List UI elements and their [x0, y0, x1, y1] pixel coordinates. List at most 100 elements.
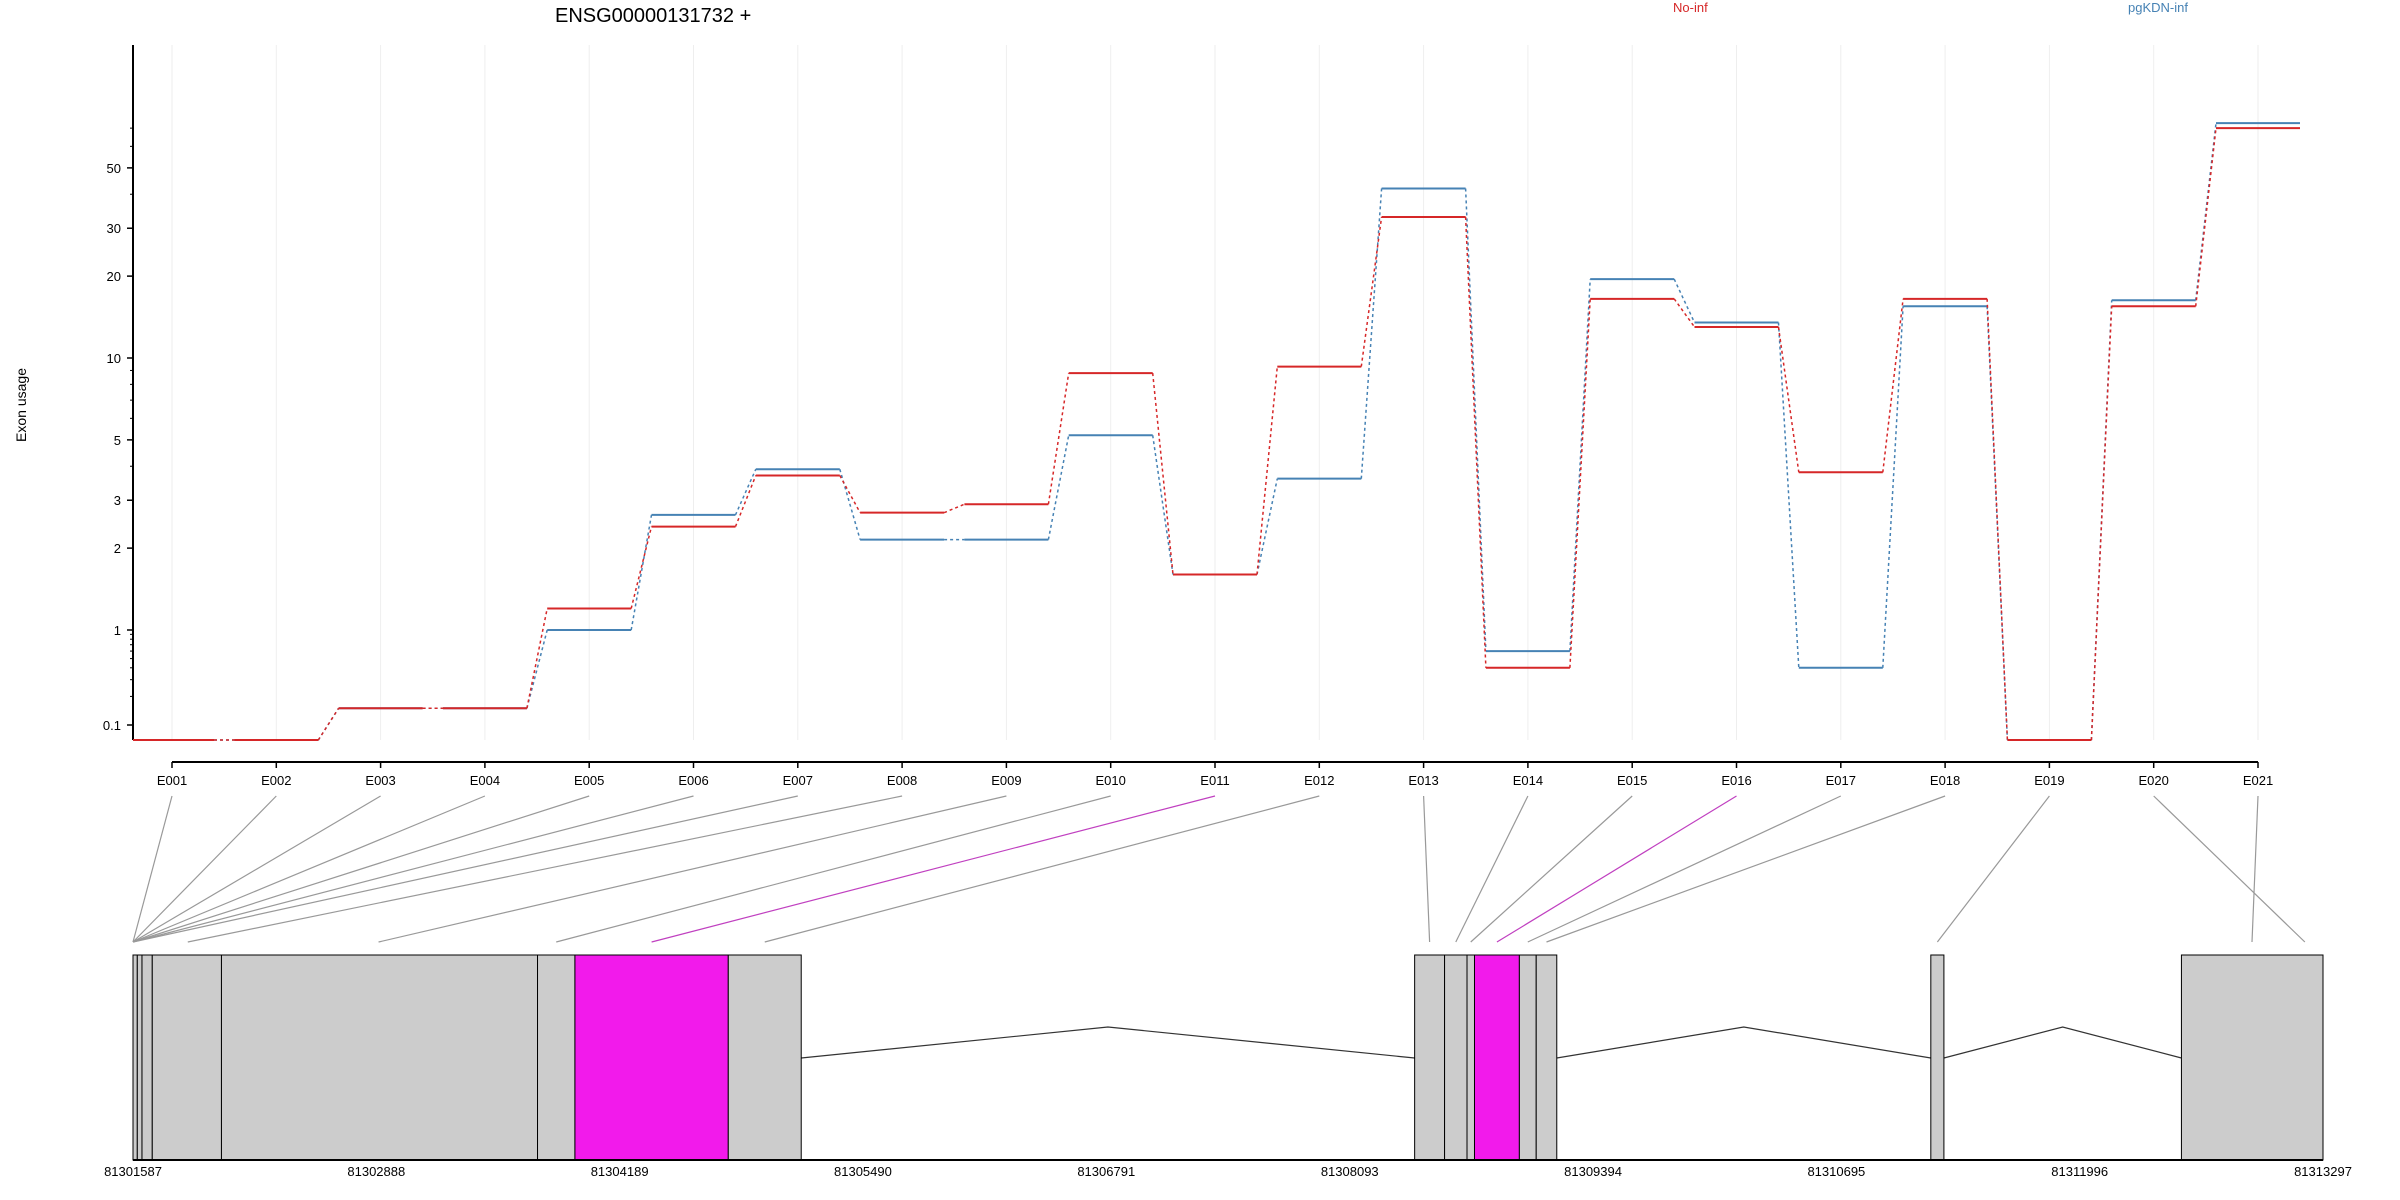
- y-axis-label: Exon usage: [13, 368, 29, 442]
- legend-entry-no-inf: No-inf: [1673, 0, 1708, 15]
- exon-connector-e010: [556, 795, 1111, 943]
- x-tick-label-e021: E021: [2243, 773, 2273, 788]
- coordinate-label: 81311996: [2051, 1164, 2108, 1179]
- coordinate-label: 81302888: [347, 1164, 405, 1179]
- exon-block: [1414, 954, 1446, 1161]
- series-connector: [1047, 435, 1070, 540]
- coordinate-label: 81305490: [834, 1164, 892, 1179]
- x-tick-label-e017: E017: [1826, 773, 1856, 788]
- exon-block: [132, 954, 138, 1161]
- exon-block: [141, 954, 153, 1161]
- y-tick-label: 2: [114, 541, 121, 556]
- exon-block: [2180, 954, 2324, 1161]
- series-connector: [1569, 279, 1591, 652]
- intron: [1556, 1026, 1931, 1059]
- coordinate-label: 81301587: [104, 1164, 162, 1179]
- series-pgkdn-inf: [133, 122, 2300, 742]
- exon-block: [136, 954, 143, 1161]
- series-no-inf: [133, 127, 2300, 742]
- x-tick-label-e008: E008: [887, 773, 917, 788]
- x-tick-label-e018: E018: [1930, 773, 1960, 788]
- intron: [801, 1026, 1415, 1059]
- exon-block: [220, 954, 539, 1161]
- x-tick-label-e004: E004: [470, 773, 500, 788]
- coordinate-label: 81309394: [1564, 1164, 1622, 1179]
- x-tick-label-e013: E013: [1408, 773, 1438, 788]
- y-tick-label: 3: [114, 493, 121, 508]
- x-tick-label-e015: E015: [1617, 773, 1647, 788]
- series-connector: [526, 608, 548, 709]
- exon-connector-e007: [132, 795, 798, 943]
- gene-model: 81301587 81302888 81304189 81305490 81306791…: [104, 795, 2352, 1179]
- series-connector: [839, 475, 861, 514]
- x-tick-label-e002: E002: [261, 773, 291, 788]
- exon-block: [727, 954, 802, 1161]
- exon-connector-e012: [764, 795, 1320, 943]
- intron: [1943, 1026, 2182, 1059]
- exon-connector-e002: [132, 795, 277, 943]
- series-connector: [839, 469, 861, 540]
- series-connector: [1047, 372, 1070, 505]
- series-connector: [1151, 435, 1174, 575]
- exon-connector-e001: [132, 795, 173, 943]
- exon-connector-e013: [1423, 795, 1431, 943]
- coordinate-label: 81313297: [2294, 1164, 2352, 1179]
- chart-title: ENSG00000131732 +: [555, 5, 751, 27]
- series-connector: [1256, 366, 1279, 575]
- series-connector: [1360, 216, 1383, 367]
- series-connector: [1464, 216, 1487, 668]
- series-connector: [943, 503, 965, 514]
- y-tick-label: 20: [107, 269, 121, 284]
- exon-connector-e006: [132, 795, 694, 943]
- series-connector: [630, 514, 653, 631]
- series-connector: [2194, 128, 2217, 307]
- exon-connector-e014: [1455, 795, 1529, 943]
- x-tick-label-e014: E014: [1513, 773, 1543, 788]
- y-tick-label: 50: [107, 161, 121, 176]
- exon-connector-e019: [1936, 795, 2050, 943]
- x-tick-label-e020: E020: [2139, 773, 2169, 788]
- series-connector: [1360, 188, 1383, 479]
- exon-connector-e021: [2251, 795, 2259, 943]
- legend-entry-pgkdn-inf: pgKDN-inf: [2128, 0, 2188, 15]
- series-connector: [1882, 298, 1904, 473]
- x-tick-label-e001: E001: [157, 773, 187, 788]
- exon-connector-e015: [1470, 795, 1633, 943]
- x-tick-label-e016: E016: [1721, 773, 1751, 788]
- x-tick-label-e006: E006: [678, 773, 708, 788]
- series-connector: [630, 526, 653, 609]
- exon-block: [1466, 954, 1475, 1161]
- x-tick-label-e019: E019: [2034, 773, 2064, 788]
- series-connector: [2090, 306, 2113, 741]
- exon-block: [537, 954, 576, 1161]
- exon-block: [1518, 954, 1537, 1161]
- exon-connector-e004: [132, 795, 486, 943]
- exon-block: [1444, 954, 1468, 1161]
- exon-block: [1535, 954, 1558, 1161]
- y-tick-label: 0.1: [103, 718, 121, 733]
- plot-area: 0.1 1 2 3 5 10 20 30 50 E001 E002 E003 E004 E005 E006 E…: [103, 45, 2300, 788]
- series-connector: [1777, 322, 1800, 668]
- series-connector: [1151, 373, 1174, 575]
- exon-block-highlight: [1473, 954, 1520, 1161]
- series-connector: [1986, 298, 2009, 741]
- series-connector: [1673, 278, 1696, 323]
- x-tick-label-e012: E012: [1304, 773, 1334, 788]
- series-connector: [1673, 298, 1696, 328]
- series-connector: [1777, 326, 1800, 473]
- exon-connector-e005: [132, 795, 590, 943]
- series-connector: [734, 468, 757, 516]
- exon-connector-e011: [651, 795, 1216, 943]
- y-tick-label: 5: [114, 433, 121, 448]
- x-tick-label-e005: E005: [574, 773, 604, 788]
- x-tick-label-e003: E003: [365, 773, 395, 788]
- coordinate-label: 81308093: [1321, 1164, 1379, 1179]
- series-connector: [1256, 478, 1279, 575]
- x-tick-label-e007: E007: [783, 773, 813, 788]
- exon-connector-e020: [2153, 795, 2306, 943]
- x-tick-label-e010: E010: [1096, 773, 1126, 788]
- exon-block: [1930, 954, 1945, 1161]
- series-connector: [734, 475, 757, 527]
- series-connector: [1882, 306, 1904, 668]
